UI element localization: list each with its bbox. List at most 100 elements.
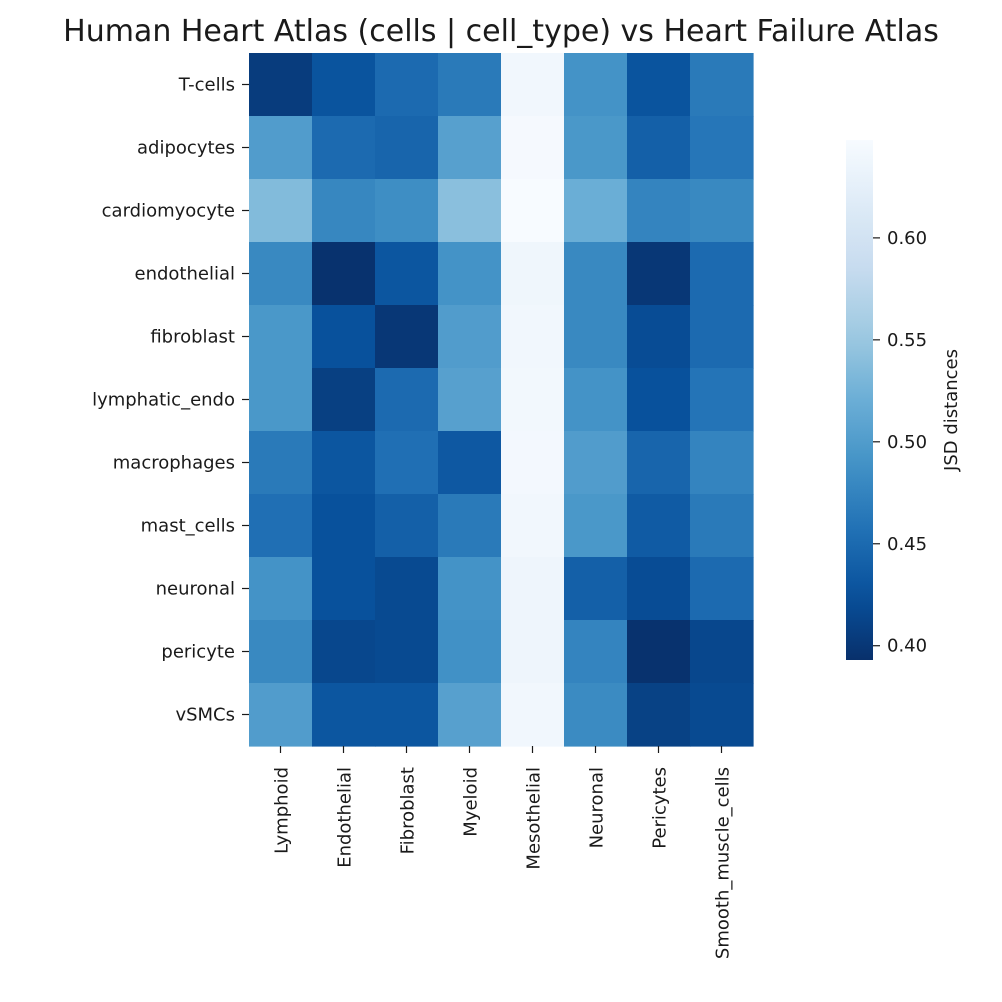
- heatmap-cell: [627, 368, 691, 432]
- heatmap-cell: [438, 683, 502, 747]
- heatmap-cell: [627, 116, 691, 180]
- heatmap-cell: [690, 683, 754, 747]
- heatmap-cell: [564, 431, 628, 495]
- heatmap-cell: [690, 53, 754, 117]
- x-tick-label: Pericytes: [650, 767, 671, 849]
- heatmap-cell: [564, 53, 628, 117]
- heatmap-cell: [501, 620, 565, 684]
- y-axis: T-cells adipocytes cardiomyocyte endothelia…: [92, 75, 249, 726]
- heatmap-cell: [564, 179, 628, 243]
- heatmap-cell: [501, 557, 565, 621]
- heatmap-cell: [564, 242, 628, 306]
- heatmap-cell: [564, 368, 628, 432]
- colorbar-tick-label: 0.45: [887, 534, 927, 555]
- heatmap-cell: [501, 179, 565, 243]
- heatmap-cell: [627, 557, 691, 621]
- heatmap-cell: [438, 368, 502, 432]
- heatmap-cell: [564, 620, 628, 684]
- heatmap-cell: [312, 242, 376, 306]
- heatmap-cell: [627, 431, 691, 495]
- heatmap-cell: [564, 683, 628, 747]
- heatmap-cell: [627, 179, 691, 243]
- heatmap-cell: [375, 116, 439, 180]
- colorbar-ticks: 0.40 0.45 0.50 0.55 0.60: [873, 228, 927, 657]
- y-tick-label: pericyte: [161, 642, 235, 663]
- heatmap-cell: [438, 557, 502, 621]
- heatmap-cell: [501, 305, 565, 369]
- colorbar-tick-label: 0.50: [887, 432, 927, 453]
- colorbar-tick-label: 0.40: [887, 636, 927, 657]
- heatmap-cell: [690, 620, 754, 684]
- heatmap-cell: [501, 431, 565, 495]
- y-tick-label: vSMCs: [175, 705, 235, 726]
- x-tick-label: Endothelial: [335, 767, 356, 868]
- heatmap-cell: [438, 53, 502, 117]
- heatmap-cell: [690, 242, 754, 306]
- heatmap-cell: [438, 620, 502, 684]
- y-tick-label: T-cells: [178, 75, 235, 96]
- heatmap-cell: [438, 242, 502, 306]
- heatmap-cell: [375, 620, 439, 684]
- heatmap-cell: [438, 116, 502, 180]
- heatmap-cell: [249, 683, 313, 747]
- heatmap-cell: [312, 305, 376, 369]
- x-tick-label: Neuronal: [587, 767, 608, 848]
- heatmap-cell: [690, 557, 754, 621]
- heatmap-cell: [312, 494, 376, 558]
- heatmap-cell: [690, 494, 754, 558]
- heatmap-cell: [501, 242, 565, 306]
- y-tick-label: fibroblast: [150, 327, 235, 348]
- heatmap-cell: [249, 494, 313, 558]
- heatmap-cell: [501, 116, 565, 180]
- x-tick-label: Lymphoid: [272, 767, 293, 854]
- heatmap-cell: [690, 305, 754, 369]
- heatmap-cell: [312, 53, 376, 117]
- heatmap-cell: [627, 305, 691, 369]
- heatmap-cell: [249, 53, 313, 117]
- heatmap-cell: [564, 305, 628, 369]
- heatmap-cell: [438, 494, 502, 558]
- heatmap-cell: [690, 179, 754, 243]
- heatmap-cell: [312, 620, 376, 684]
- heatmap-cell: [501, 368, 565, 432]
- heatmap-cell: [438, 431, 502, 495]
- heatmap-cell: [375, 368, 439, 432]
- y-tick-label: mast_cells: [141, 516, 235, 537]
- heatmap-cell: [375, 305, 439, 369]
- heatmap-cell: [249, 368, 313, 432]
- heatmap-cell: [249, 179, 313, 243]
- heatmap-cell: [249, 620, 313, 684]
- heatmap-cell: [249, 557, 313, 621]
- chart-title: Human Heart Atlas (cells | cell_type) vs…: [63, 14, 939, 49]
- heatmap-cell: [627, 242, 691, 306]
- y-tick-label: cardiomyocyte: [102, 201, 235, 222]
- y-tick-label: lymphatic_endo: [92, 390, 235, 411]
- heatmap-cell: [501, 494, 565, 558]
- heatmap-cell: [627, 683, 691, 747]
- heatmap-cell: [627, 620, 691, 684]
- heatmap-cell: [375, 242, 439, 306]
- heatmap-cell: [627, 53, 691, 117]
- heatmap-cell: [564, 557, 628, 621]
- heatmap-cell: [501, 53, 565, 117]
- x-tick-label: Smooth_muscle_cells: [713, 767, 734, 959]
- heatmap-cell: [312, 179, 376, 243]
- colorbar-label: JSD distances: [941, 349, 962, 472]
- heatmap-cell: [249, 242, 313, 306]
- x-axis: Lymphoid Endothelial Fibroblast Myeloid Meso…: [272, 746, 734, 959]
- heatmap-cell: [312, 116, 376, 180]
- heatmap-cell: [375, 494, 439, 558]
- y-tick-label: endothelial: [135, 264, 236, 285]
- x-tick-label: Mesothelial: [524, 767, 545, 870]
- heatmap-cell: [312, 683, 376, 747]
- heatmap-cell: [249, 431, 313, 495]
- x-tick-label: Fibroblast: [398, 767, 419, 854]
- heatmap-cell: [690, 116, 754, 180]
- heatmap-cell: [564, 494, 628, 558]
- heatmap-cell: [501, 683, 565, 747]
- heatmap-cell: [375, 557, 439, 621]
- heatmap-cell: [438, 305, 502, 369]
- heatmap-cell: [312, 368, 376, 432]
